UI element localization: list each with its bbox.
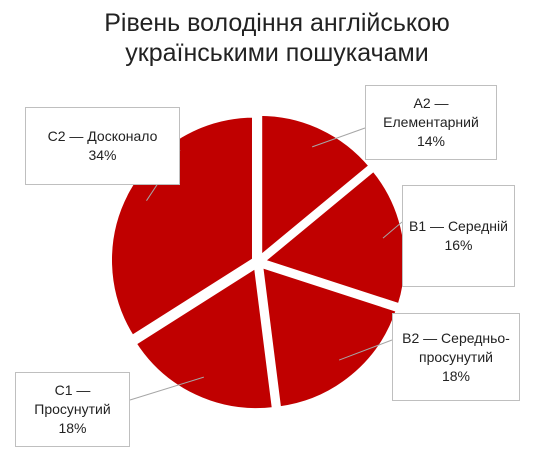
chart-title: Рівень володіння англійською українським… bbox=[104, 9, 450, 67]
category-label: B1 — Середній bbox=[409, 218, 508, 234]
leader-line bbox=[382, 221, 403, 239]
data-label: A2 — Елементарний 14% bbox=[365, 85, 497, 160]
data-label: B1 — Середній 16% bbox=[402, 185, 515, 287]
value-label: 34% bbox=[88, 147, 117, 163]
category-label: C2 — Досконало bbox=[47, 128, 158, 144]
value-label: 18% bbox=[441, 367, 471, 384]
category-label: C1 — Просунутий bbox=[34, 382, 111, 417]
category-label: B2 — Середньо-просунутий bbox=[402, 329, 510, 365]
value-label: 18% bbox=[58, 420, 87, 436]
leader-line bbox=[129, 376, 204, 401]
leader-line bbox=[312, 127, 366, 148]
data-label: C2 — Досконало 34% bbox=[25, 107, 180, 185]
data-label: B2 — Середньо-просунутий 18% bbox=[392, 313, 520, 401]
leader-line bbox=[338, 339, 393, 361]
category-label: A2 — Елементарний bbox=[383, 95, 479, 130]
pie-slice bbox=[130, 261, 278, 414]
data-label: C1 — Просунутий 18% bbox=[15, 372, 130, 447]
value-label: 16% bbox=[444, 237, 473, 253]
value-label: 14% bbox=[416, 133, 446, 149]
